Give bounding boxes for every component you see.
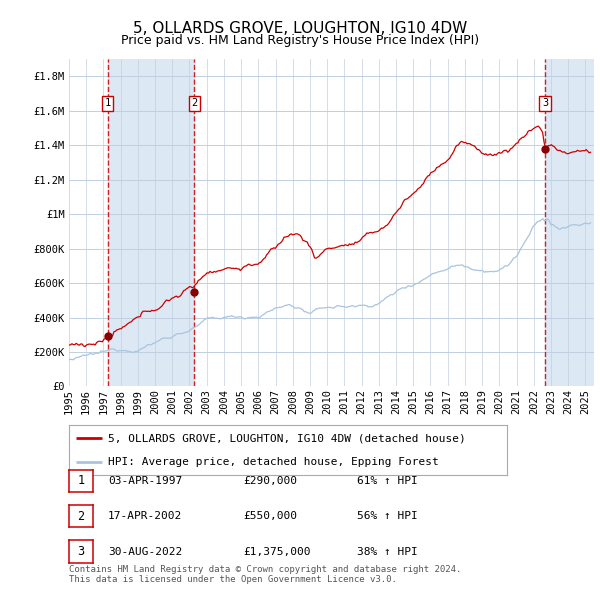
Text: 1: 1 xyxy=(77,474,85,487)
Text: 3: 3 xyxy=(542,98,548,108)
Text: 1: 1 xyxy=(104,98,111,108)
Text: 03-APR-1997: 03-APR-1997 xyxy=(108,476,182,486)
Text: HPI: Average price, detached house, Epping Forest: HPI: Average price, detached house, Eppi… xyxy=(109,457,439,467)
Text: 2: 2 xyxy=(77,510,85,523)
Text: 17-APR-2002: 17-APR-2002 xyxy=(108,512,182,521)
Text: 5, OLLARDS GROVE, LOUGHTON, IG10 4DW: 5, OLLARDS GROVE, LOUGHTON, IG10 4DW xyxy=(133,21,467,35)
Text: 30-AUG-2022: 30-AUG-2022 xyxy=(108,547,182,556)
Bar xyxy=(545,59,594,386)
Bar xyxy=(108,59,194,386)
Text: £550,000: £550,000 xyxy=(243,512,297,521)
Text: 2: 2 xyxy=(191,98,197,108)
Text: £290,000: £290,000 xyxy=(243,476,297,486)
Text: 56% ↑ HPI: 56% ↑ HPI xyxy=(357,512,418,521)
Text: 38% ↑ HPI: 38% ↑ HPI xyxy=(357,547,418,556)
Text: Contains HM Land Registry data © Crown copyright and database right 2024.
This d: Contains HM Land Registry data © Crown c… xyxy=(69,565,461,584)
Text: Price paid vs. HM Land Registry's House Price Index (HPI): Price paid vs. HM Land Registry's House … xyxy=(121,34,479,47)
Text: 3: 3 xyxy=(77,545,85,558)
Text: 5, OLLARDS GROVE, LOUGHTON, IG10 4DW (detached house): 5, OLLARDS GROVE, LOUGHTON, IG10 4DW (de… xyxy=(109,433,466,443)
Text: 61% ↑ HPI: 61% ↑ HPI xyxy=(357,476,418,486)
Text: £1,375,000: £1,375,000 xyxy=(243,547,311,556)
